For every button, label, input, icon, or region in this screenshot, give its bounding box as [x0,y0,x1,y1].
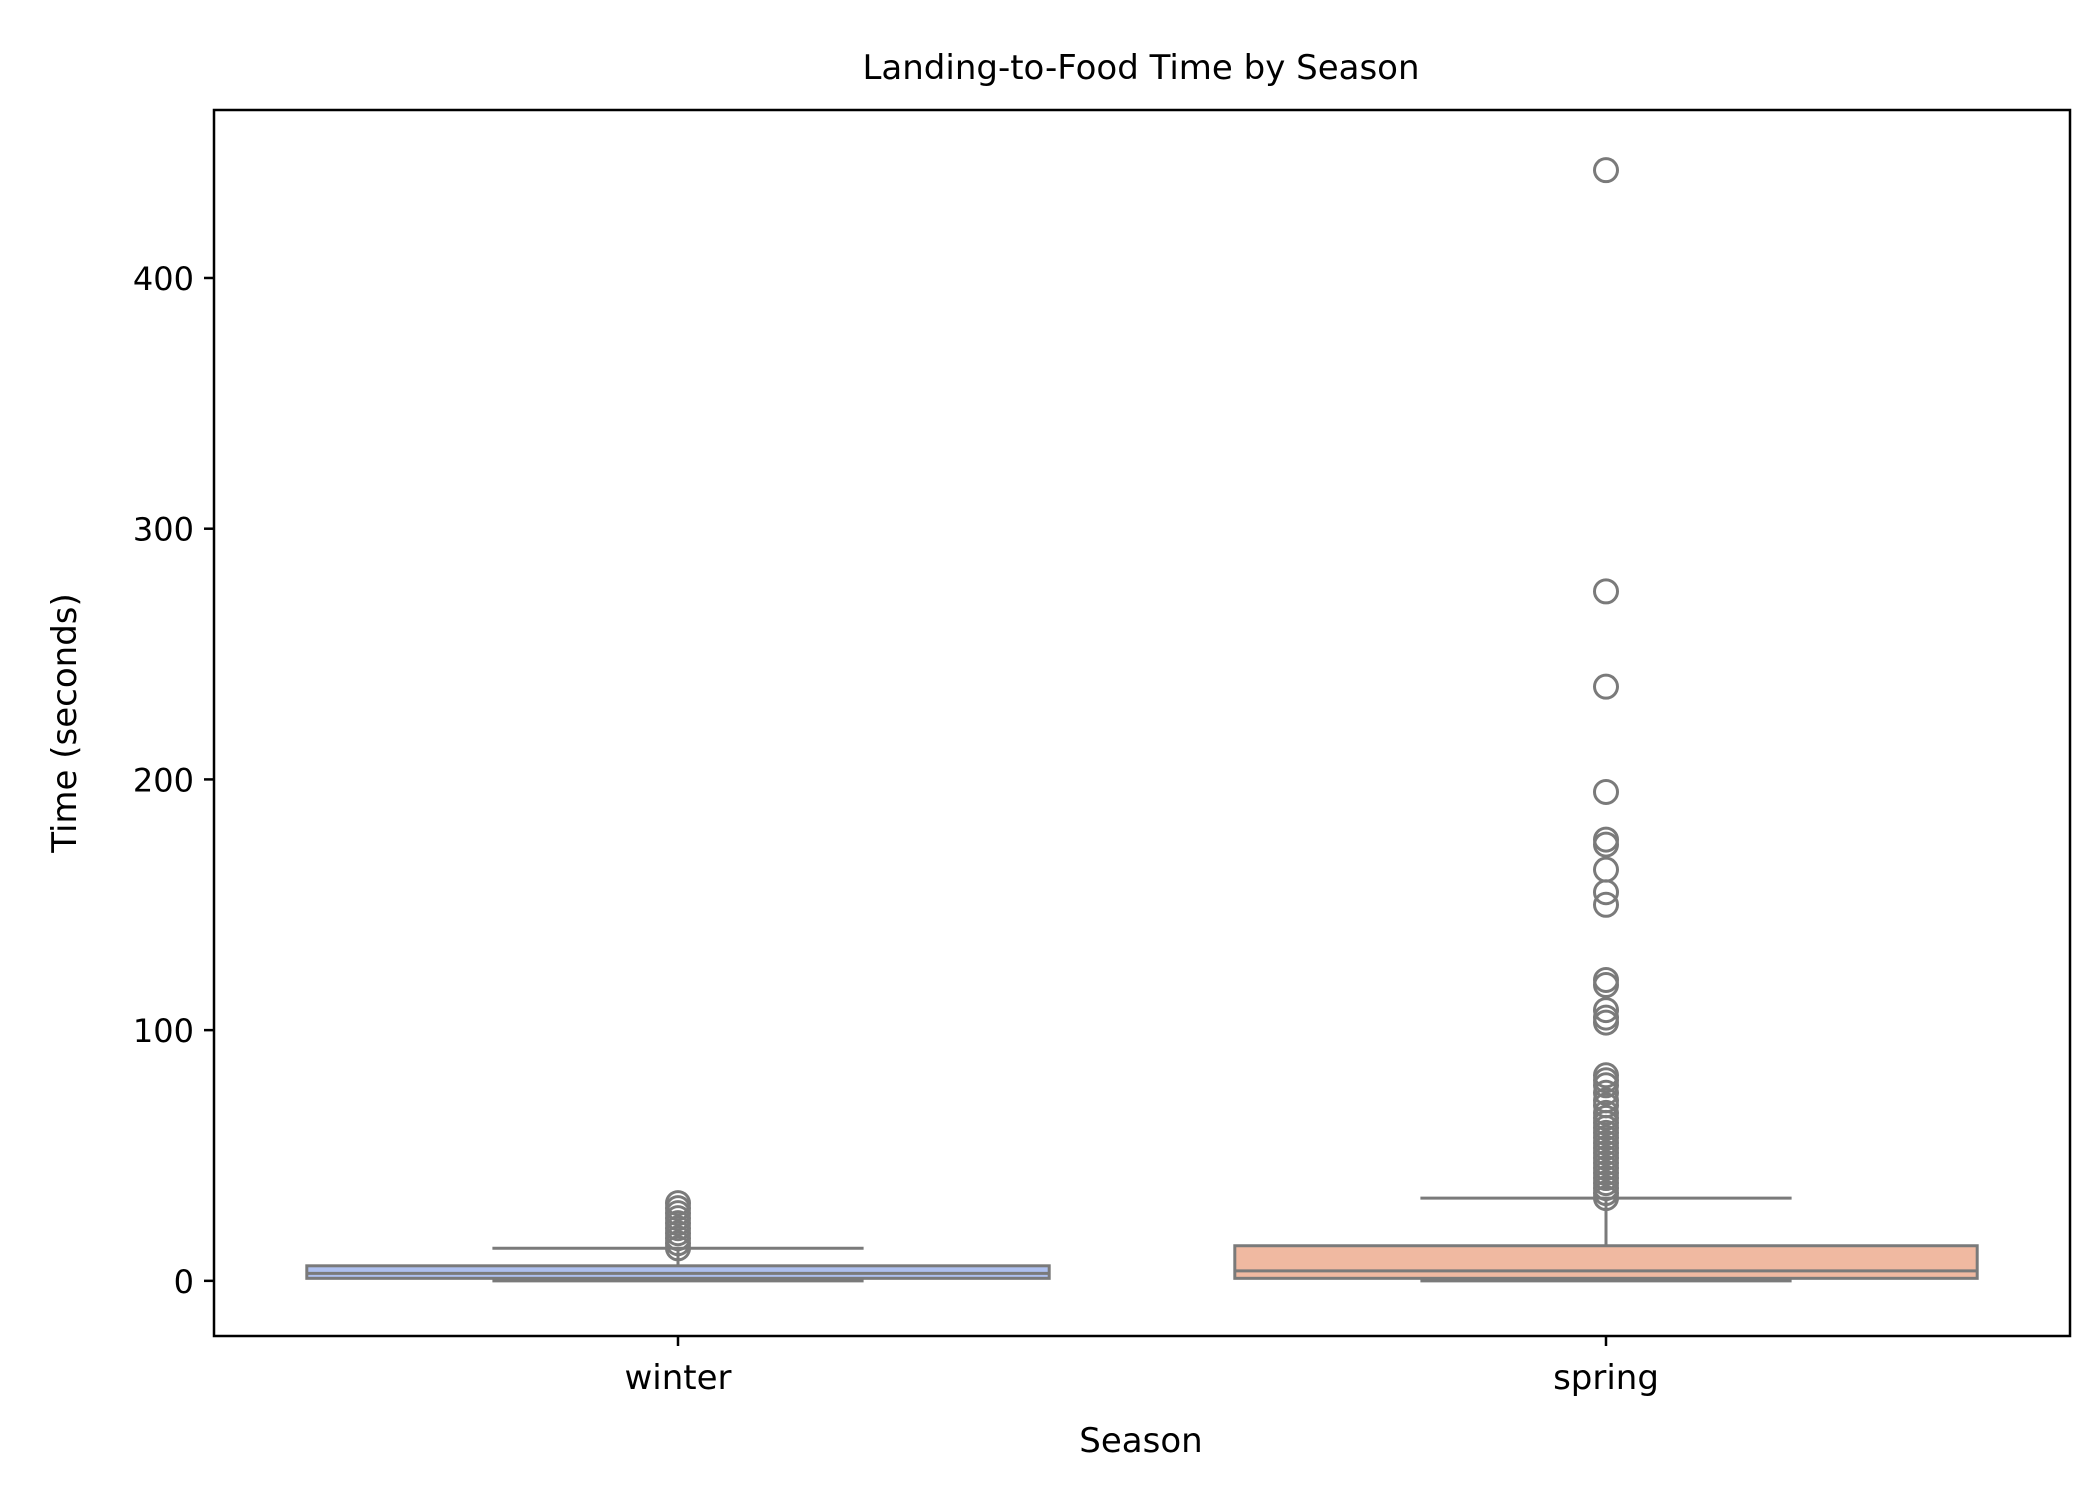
y-tick-label: 400 [133,260,194,298]
x-tick-label-winter: winter [624,1358,731,1398]
outlier-point-spring [1593,826,1619,853]
box-group-spring [1233,157,1979,1283]
plot-frame [212,108,2072,1338]
outlier-point-spring [1593,971,1619,998]
axes: 0 100 200 300 400 winter spring [133,260,1659,1398]
outlier-point-spring [1593,578,1619,605]
outlier-point-spring [1593,1079,1619,1106]
outlier-point-spring [1593,673,1619,700]
outlier-point-spring [1593,997,1619,1024]
outlier-point-winter [665,1190,691,1217]
y-tick-label: 300 [133,511,194,549]
y-tick-label: 100 [133,1012,194,1050]
outlier-point-spring [1593,1099,1619,1126]
outlier-point-spring [1593,891,1619,918]
y-tick-label: 0 [174,1263,194,1301]
x-axis-label: Season [1079,1421,1202,1461]
box-group-winter [305,1190,1051,1283]
box-iqr-spring [1233,1244,1979,1280]
outlier-point-spring [1593,831,1619,858]
outlier-point-spring [1593,1087,1619,1114]
outlier-point-spring [1593,856,1619,883]
outlier-point-spring [1593,778,1619,805]
outlier-point-spring [1593,1004,1619,1031]
x-tick-label-spring: spring [1553,1358,1659,1398]
outlier-point-spring [1593,157,1619,184]
y-axis-label: Time (seconds) [45,593,85,854]
plot-area [305,157,1979,1283]
chart-title: Landing-to-Food Time by Season [862,48,1419,88]
outlier-point-spring [1593,1062,1619,1089]
outlier-point-spring [1593,966,1619,993]
y-tick-label: 200 [133,761,194,799]
